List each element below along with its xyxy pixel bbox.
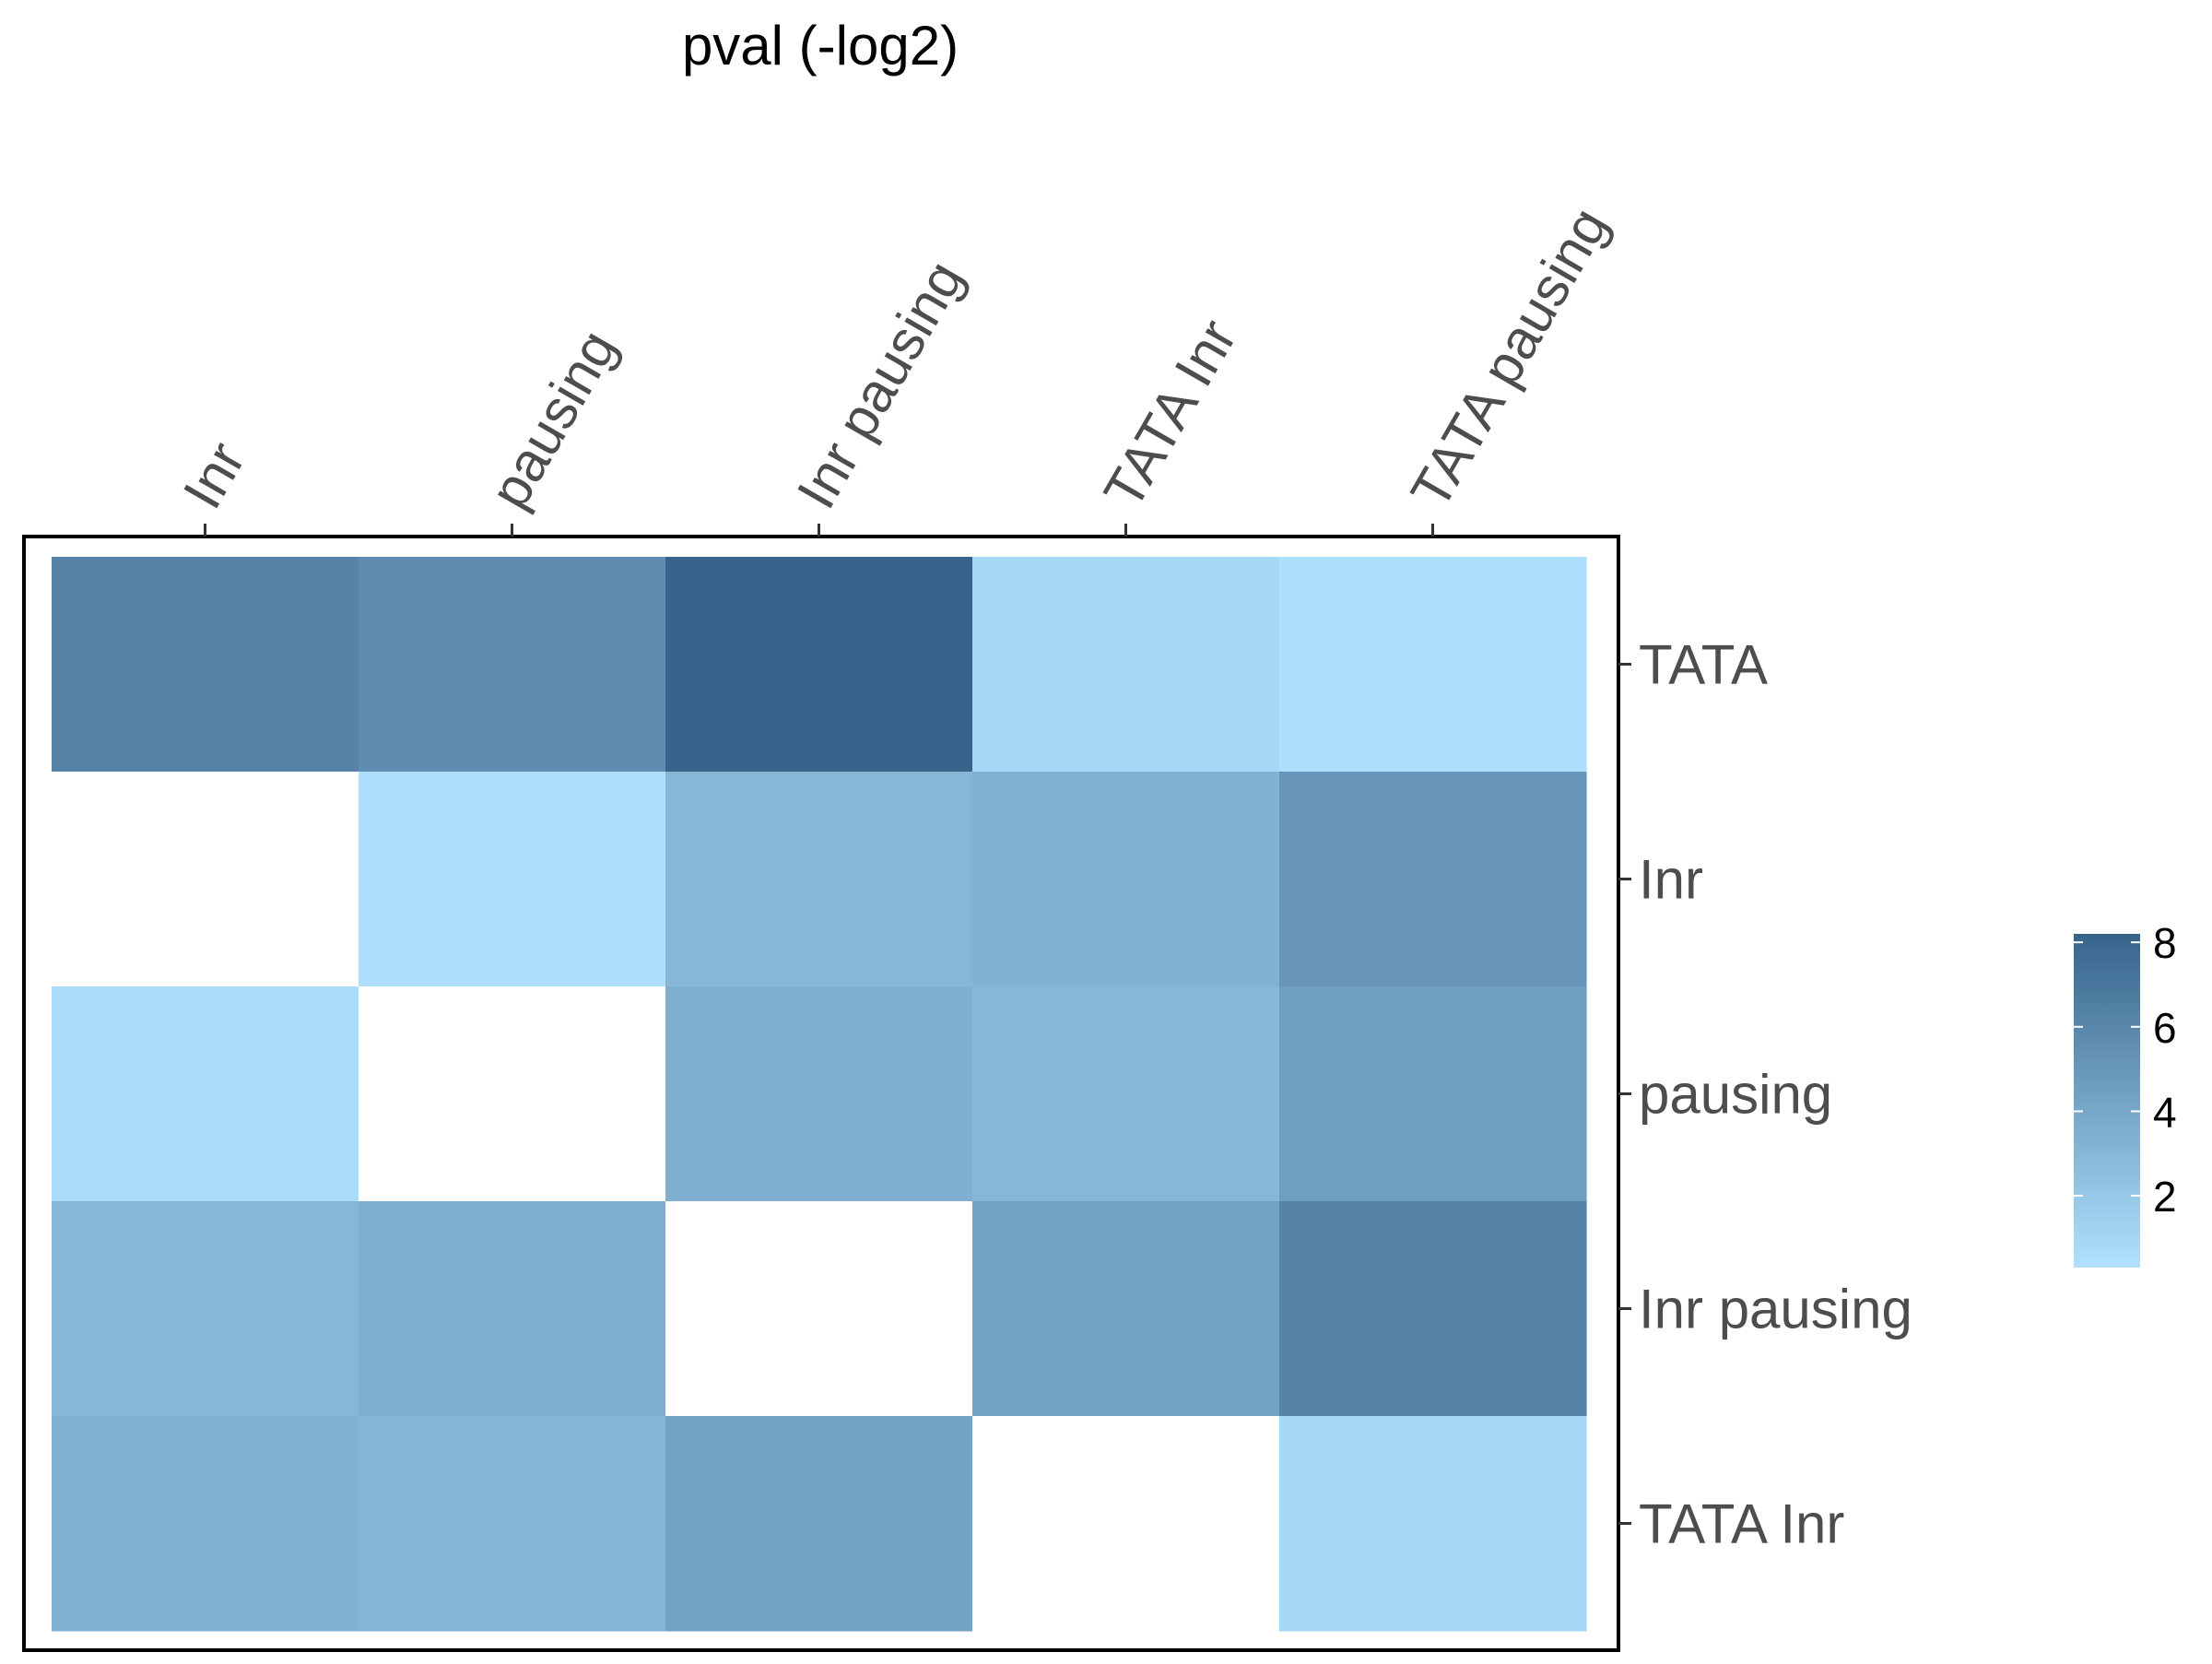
heatmap-cells [52,557,1587,1632]
heatmap-cell [972,1416,1280,1632]
heatmap-cell [665,1416,973,1632]
colorbar-tick-label: 4 [2153,1088,2177,1136]
heatmap-cell [665,1201,973,1417]
chart-title: pval (-log2) [682,15,959,77]
heatmap-cell [972,772,1280,987]
colorbar-tick-label: 8 [2153,919,2177,967]
y-tick-label: Inr pausing [1639,1279,1912,1340]
heatmap-cell [359,772,666,987]
x-tick-label: pausing [478,320,629,519]
colorbar [2074,934,2140,1268]
y-axis-right: TATA Inr pausing Inr pausing TATA Inr [1618,634,1912,1555]
heatmap-cell [52,772,359,987]
y-tick-label: TATA [1639,634,1768,696]
x-tick-label: TATA pausing [1399,197,1620,518]
heatmap-cell [1279,772,1587,987]
heatmap-cell [1279,1416,1587,1632]
heatmap-cell [972,986,1280,1202]
heatmap-cell [1279,986,1587,1202]
y-tick-label: pausing [1639,1064,1832,1126]
heatmap-cell [665,557,973,773]
y-tick-label: TATA Inr [1639,1493,1844,1555]
y-tick-label: Inr [1639,849,1703,911]
colorbar-tick-label: 2 [2153,1173,2177,1221]
colorbar-legend: 2 4 6 8 [2074,919,2177,1268]
heatmap-cell [52,986,359,1202]
x-tick-label: Inr [171,431,257,518]
heatmap-cell [359,1201,666,1417]
heatmap-cell [665,986,973,1202]
heatmap-cell [52,1416,359,1632]
x-axis-top: Inr pausing Inr pausing TATA Inr TATA pausin… [171,197,1620,537]
heatmap-cell [1279,1201,1587,1417]
x-tick-label: Inr pausing [785,251,975,519]
heatmap-cell [1279,557,1587,773]
colorbar-tick-label: 6 [2153,1004,2177,1052]
heatmap-cell [972,557,1280,773]
heatmap-cell [972,1201,1280,1417]
heatmap-cell [359,1416,666,1632]
heatmap-cell [359,557,666,773]
heatmap-cell [665,772,973,987]
heatmap-cell [52,1201,359,1417]
heatmap-cell [359,986,666,1202]
x-tick-label: TATA Inr [1092,310,1249,519]
heatmap-cell [52,557,359,773]
